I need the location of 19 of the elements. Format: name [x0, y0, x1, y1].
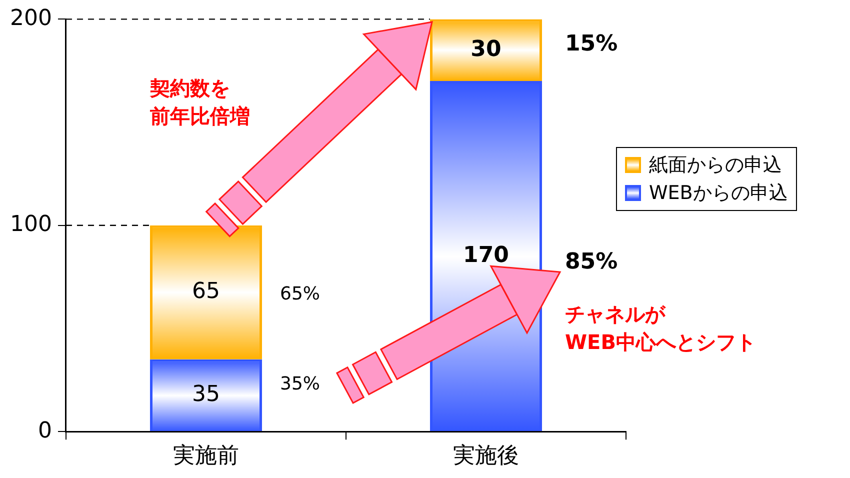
annotation: 35%	[280, 374, 320, 395]
legend-label: 紙面からの申込	[649, 153, 782, 178]
annotation: 65%	[280, 284, 320, 305]
data-label: 30	[470, 36, 502, 62]
data-label: 65	[192, 279, 220, 304]
text: 85%	[565, 250, 618, 275]
x-tick-label: 実施前	[172, 444, 239, 469]
legend-label: WEBからの申込	[649, 181, 788, 206]
y-tick-label: 100	[10, 212, 52, 238]
x-tick-label: 実施後	[453, 444, 519, 469]
text: 15%	[565, 32, 618, 57]
y-tick-label: 200	[10, 6, 52, 31]
data-label: 35	[192, 382, 220, 407]
text: WEB中心へとシフト	[565, 330, 756, 354]
y-tick-label: 0	[38, 418, 52, 444]
text: チャネルが	[565, 302, 666, 326]
annotation: 契約数を	[149, 76, 230, 100]
annotation: 前年比倍増	[149, 104, 250, 128]
data-label: 170	[463, 242, 509, 268]
